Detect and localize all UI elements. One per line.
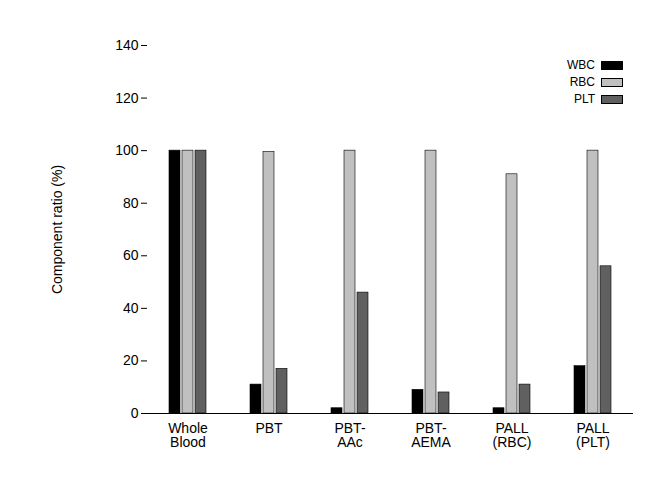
svg-text:Component ratio (%): Component ratio (%) [49, 165, 65, 294]
svg-text:60: 60 [123, 247, 139, 263]
svg-text:WholeBlood: WholeBlood [168, 420, 208, 450]
svg-text:0: 0 [131, 405, 139, 421]
svg-text:PALL(PLT): PALL(PLT) [576, 420, 610, 450]
svg-text:PBT: PBT [255, 420, 283, 436]
svg-text:40: 40 [123, 300, 139, 316]
svg-text:80: 80 [123, 195, 139, 211]
svg-text:PBT-AAc: PBT-AAc [334, 420, 365, 450]
svg-text:20: 20 [123, 352, 139, 368]
svg-text:PALL(RBC): PALL(RBC) [493, 420, 532, 450]
svg-text:140: 140 [115, 37, 139, 53]
svg-text:PBT-AEMA: PBT-AEMA [411, 420, 451, 450]
html-text:PLT: PLT [573, 92, 595, 106]
html-text:RBC: RBC [569, 75, 595, 89]
svg-text:100: 100 [115, 142, 139, 158]
html-text:WBC: WBC [567, 58, 595, 72]
svg-text:120: 120 [115, 90, 139, 106]
